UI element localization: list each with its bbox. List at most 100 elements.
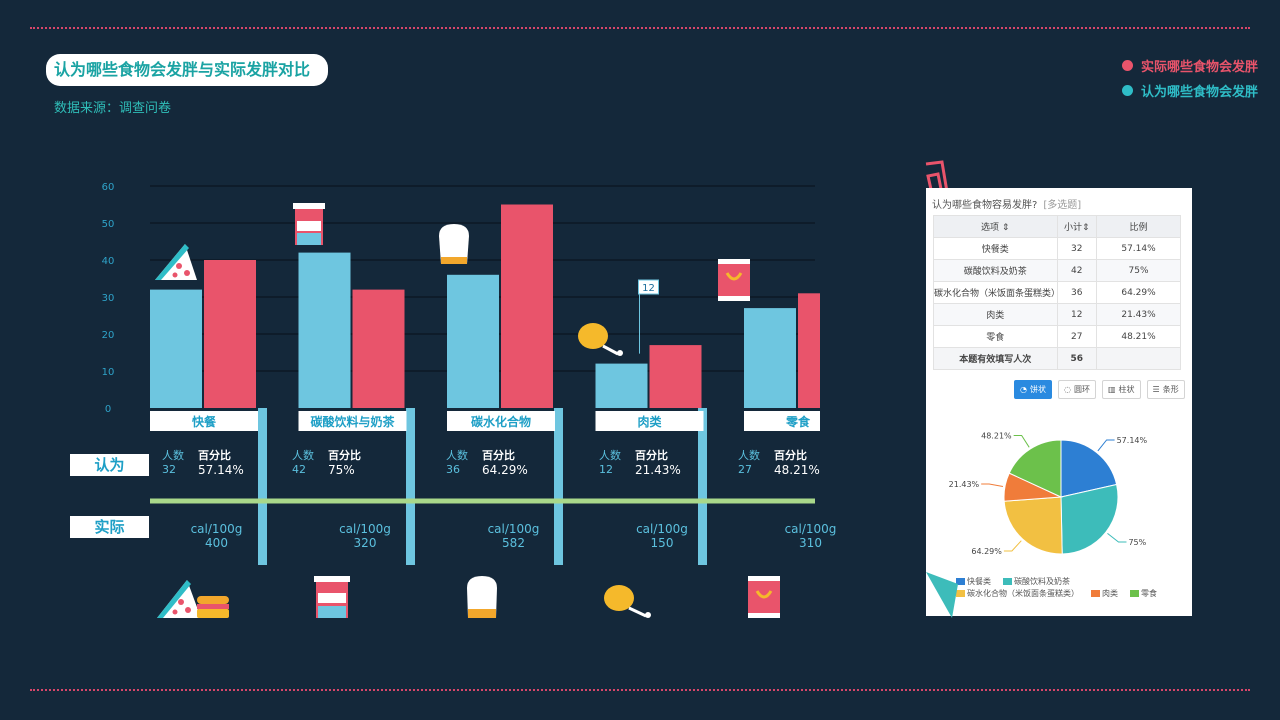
option-cell: 快餐类 xyxy=(933,237,1058,260)
bar-actual xyxy=(204,260,256,408)
bar-chart-icon: ☰ xyxy=(1152,385,1160,394)
bar-chart: 0 10 20 30 40 50 60 快餐 碳酸饮料与奶茶 碳水化合物 肉类 零食 12 xyxy=(102,182,820,618)
ring-button[interactable]: ◌ 圆环 xyxy=(1057,380,1096,399)
pie-leader-line xyxy=(1107,532,1127,543)
page-curl-icon xyxy=(926,572,958,618)
pie-legend-item: 肉类 xyxy=(1091,588,1118,600)
option-cell: 零食 xyxy=(933,325,1058,348)
legend-actual: 实际哪些食物会发胖 xyxy=(1121,56,1258,75)
pie-chart-icon: ◔ xyxy=(1020,385,1027,394)
count-cell: 32 xyxy=(1056,237,1098,260)
count-label: 人数 xyxy=(162,449,184,462)
row-label-perceived: 认为 xyxy=(70,454,149,476)
table-row: 碳水化合物（米饭面条蛋糕类） 36 64.29% xyxy=(933,281,1181,304)
column-chart-icon: ▥ xyxy=(1107,385,1116,394)
header-option[interactable]: 选项 ⇕ xyxy=(933,215,1058,238)
calorie-number: 400 xyxy=(205,536,228,550)
drink-cup-bottom-icon xyxy=(314,576,350,618)
count-value: 32 xyxy=(162,463,176,476)
pie-legend-label: 碳酸饮料及奶茶 xyxy=(1014,577,1070,586)
count-label: 人数 xyxy=(599,449,621,462)
percent-label: 百分比 xyxy=(482,449,515,462)
stat-percent: 百分比 48.21% xyxy=(774,449,820,477)
survey-pie-chart: 57.14% 75% 64.29% 21.43% 48.21% xyxy=(949,432,1148,556)
pct-cell: 57.14% xyxy=(1096,237,1181,260)
count-label: 人数 xyxy=(738,449,760,462)
pie-leader-line xyxy=(1013,435,1030,448)
bar-perceived xyxy=(298,252,351,408)
count-value: 27 xyxy=(738,463,752,476)
bar-actual xyxy=(501,204,553,408)
pie-slice xyxy=(1003,496,1063,555)
pie-slice xyxy=(1060,439,1118,498)
pie-leader-line xyxy=(1003,540,1022,552)
legend-actual-label: 实际哪些食物会发胖 xyxy=(1140,60,1258,75)
pie-legend-swatch xyxy=(1091,590,1100,597)
pie-slice xyxy=(1008,439,1062,498)
survey-table: 选项 ⇕ 小计⇕ 比例 快餐类 32 57.14% 碳酸饮料及奶茶 42 75% 碳水化合物… xyxy=(933,215,1181,370)
bar-actual xyxy=(649,345,702,408)
pie-slice-label: 57.14% xyxy=(1117,436,1148,445)
y-tick-label: 0 xyxy=(105,404,111,415)
count-value: 42 xyxy=(292,463,306,476)
stat-count: 人数 12 xyxy=(599,449,621,477)
calorie-unit: cal/100g xyxy=(190,522,243,536)
drumstick-icon xyxy=(578,323,623,356)
category-label: 快餐 xyxy=(192,414,217,429)
count-cell: 36 xyxy=(1056,281,1098,304)
legend-actual-swatch xyxy=(1121,60,1133,71)
survey-question: 认为哪些食物容易发胖? [多选题] xyxy=(932,200,1082,211)
count-label: 人数 xyxy=(446,449,468,462)
table-row: 零食 27 48.21% xyxy=(933,325,1181,348)
percent-value: 57.14% xyxy=(198,463,244,477)
calorie-value: cal/100g 320 xyxy=(305,522,425,550)
legend-perceived-swatch xyxy=(1121,85,1133,96)
column-divider xyxy=(258,408,267,565)
drink-cup-icon xyxy=(293,203,325,245)
table-row: 快餐类 32 57.14% xyxy=(933,237,1181,260)
bottom-divider xyxy=(30,689,1250,691)
bar-perceived xyxy=(744,308,796,408)
pct-cell: 75% xyxy=(1096,259,1181,282)
calorie-number: 320 xyxy=(353,536,377,550)
column-divider xyxy=(406,408,415,565)
bar-perceived xyxy=(595,363,648,408)
calorie-unit: cal/100g xyxy=(339,522,391,536)
pie-slice xyxy=(1060,483,1119,555)
pie-leader-line xyxy=(981,483,1004,487)
y-tick-label: 10 xyxy=(102,367,115,378)
percent-label: 百分比 xyxy=(198,449,231,462)
total-empty xyxy=(1096,347,1181,370)
percent-value: 21.43% xyxy=(635,463,681,477)
header-count[interactable]: 小计⇕ xyxy=(1056,215,1098,238)
calorie-unit: cal/100g xyxy=(784,522,837,536)
calorie-value: cal/100g 582 xyxy=(454,522,574,550)
chart-type-buttons: ◔ 饼状 ◌ 圆环 ▥ 柱状 ☰ 条形 xyxy=(1014,380,1185,399)
pie-slice-label: 21.43% xyxy=(949,480,980,489)
total-label: 本题有效填写人次 xyxy=(933,347,1058,370)
column-button[interactable]: ▥ 柱状 xyxy=(1101,380,1141,399)
stat-percent: 百分比 57.14% xyxy=(198,449,244,477)
bar-perceived xyxy=(150,289,202,408)
percent-value: 75% xyxy=(328,463,355,477)
count-cell: 12 xyxy=(1056,303,1098,326)
calorie-unit: cal/100g xyxy=(636,522,688,536)
stat-count: 人数 42 xyxy=(292,449,314,477)
bar-button[interactable]: ☰ 条形 xyxy=(1146,380,1185,399)
calorie-unit: cal/100g xyxy=(487,522,540,536)
stat-count: 人数 32 xyxy=(162,449,184,477)
calorie-number: 150 xyxy=(650,536,674,550)
snack-bag-icon xyxy=(718,259,750,301)
stat-percent: 百分比 75% xyxy=(328,449,361,477)
total-row: 本题有效填写人次 56 xyxy=(933,347,1181,370)
pie-slice-label: 75% xyxy=(1128,538,1146,547)
ring-chart-icon: ◌ xyxy=(1063,385,1071,394)
pie-legend-label: 肉类 xyxy=(1102,589,1118,598)
pie-legend-swatch xyxy=(1003,578,1012,585)
category-label: 碳酸饮料与奶茶 xyxy=(310,414,395,429)
count-label: 人数 xyxy=(292,449,314,462)
y-tick-label: 20 xyxy=(102,330,115,341)
pie-button[interactable]: ◔ 饼状 xyxy=(1014,380,1052,399)
y-tick-label: 60 xyxy=(102,182,115,193)
bar-actual xyxy=(352,289,405,408)
